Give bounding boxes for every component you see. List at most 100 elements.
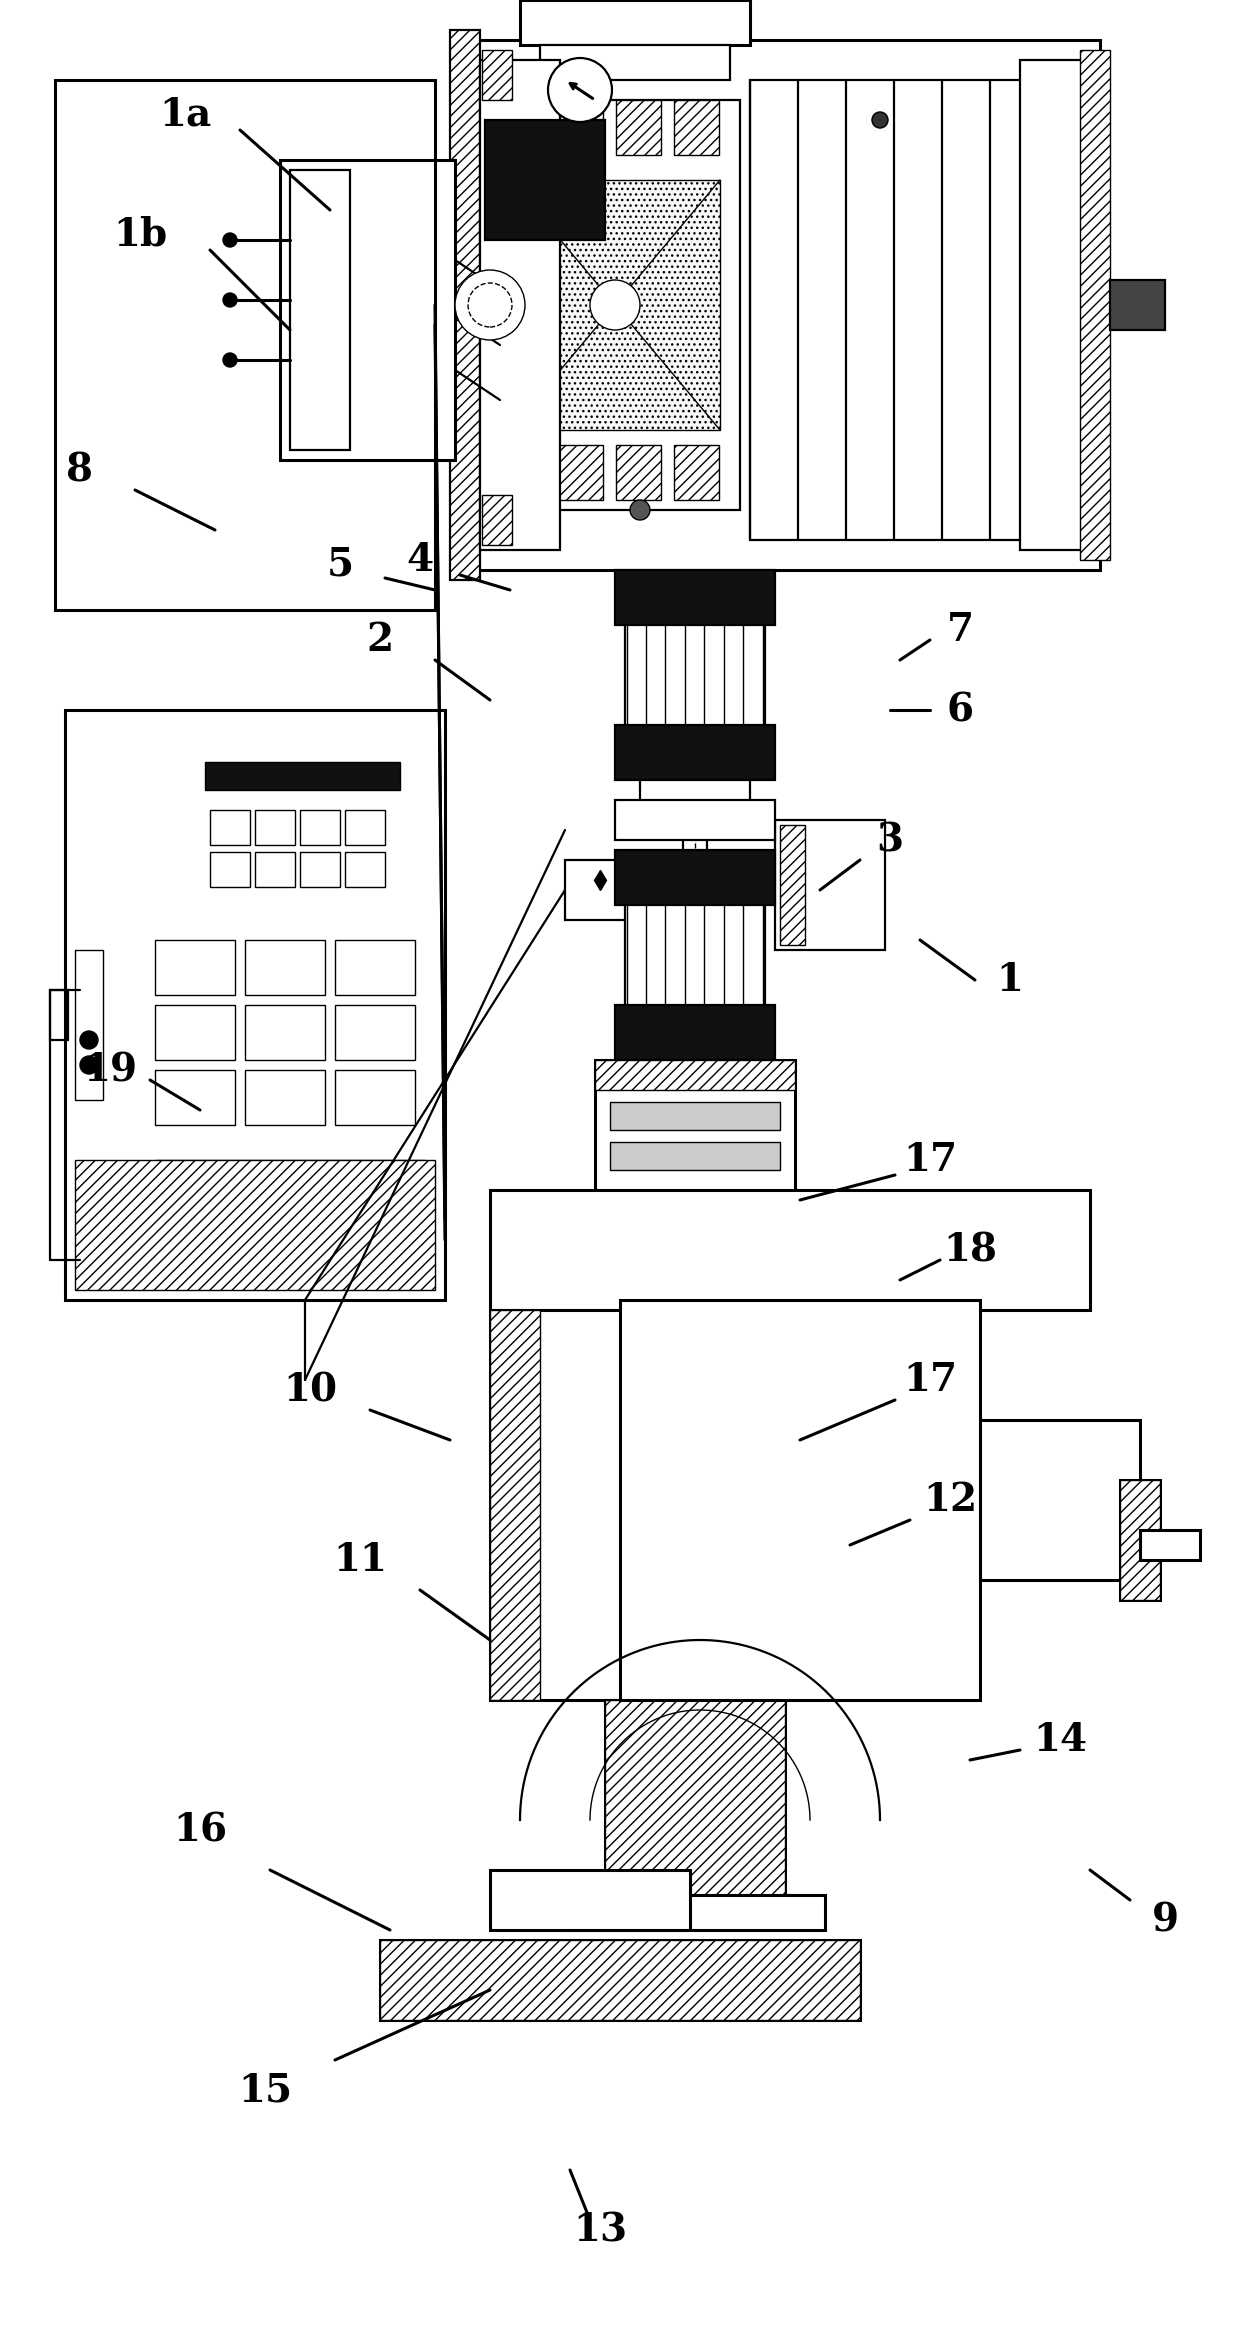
- Bar: [335, 1004, 415, 1060]
- Bar: [205, 762, 401, 790]
- Text: 6: 6: [946, 691, 973, 729]
- Bar: [490, 101, 740, 510]
- Text: 14: 14: [1033, 1721, 1087, 1759]
- Bar: [520, 0, 750, 45]
- Text: 17: 17: [903, 1361, 957, 1399]
- Bar: [482, 496, 512, 545]
- Circle shape: [872, 113, 888, 127]
- Bar: [490, 1310, 689, 1700]
- Bar: [539, 45, 730, 80]
- Circle shape: [223, 233, 237, 247]
- Bar: [482, 49, 512, 101]
- Circle shape: [630, 501, 650, 520]
- Text: 1b: 1b: [113, 216, 167, 254]
- Bar: [565, 1895, 825, 1930]
- Bar: [595, 1060, 795, 1220]
- Bar: [675, 444, 719, 501]
- Bar: [246, 1004, 325, 1060]
- Bar: [155, 1004, 236, 1060]
- Bar: [980, 1420, 1140, 1580]
- Bar: [210, 851, 250, 886]
- Circle shape: [81, 1056, 98, 1074]
- Circle shape: [81, 1032, 98, 1049]
- Text: 5: 5: [326, 545, 353, 583]
- Bar: [605, 1700, 785, 1900]
- Text: 9: 9: [1152, 1902, 1178, 1940]
- Bar: [615, 569, 775, 625]
- Bar: [1120, 1481, 1159, 1601]
- Bar: [155, 940, 236, 994]
- Bar: [780, 825, 805, 945]
- Bar: [280, 160, 455, 461]
- Bar: [625, 625, 765, 724]
- Bar: [255, 851, 295, 886]
- Bar: [210, 811, 250, 844]
- Bar: [640, 1220, 750, 1300]
- Bar: [1120, 1481, 1159, 1601]
- Text: 12: 12: [923, 1481, 977, 1519]
- Bar: [155, 1070, 236, 1126]
- Text: 2: 2: [367, 621, 393, 658]
- Bar: [64, 710, 445, 1300]
- Bar: [55, 80, 435, 609]
- Bar: [558, 444, 603, 501]
- Bar: [490, 1310, 539, 1700]
- Bar: [300, 811, 340, 844]
- Bar: [675, 101, 719, 155]
- Text: 16: 16: [172, 1810, 227, 1848]
- Circle shape: [223, 353, 237, 367]
- Text: 7: 7: [946, 611, 973, 649]
- Bar: [625, 905, 765, 1004]
- Text: 15: 15: [238, 2071, 293, 2109]
- Bar: [290, 169, 350, 449]
- Bar: [750, 80, 1040, 541]
- Bar: [1110, 280, 1166, 329]
- Bar: [500, 101, 546, 155]
- Bar: [615, 799, 775, 839]
- Text: 3: 3: [877, 820, 904, 858]
- Circle shape: [455, 270, 525, 341]
- Bar: [74, 1159, 435, 1291]
- Bar: [50, 990, 68, 1039]
- Bar: [74, 950, 103, 1100]
- Text: 19: 19: [83, 1051, 138, 1089]
- Bar: [616, 444, 661, 501]
- Bar: [640, 781, 750, 816]
- Bar: [255, 811, 295, 844]
- Circle shape: [590, 280, 640, 329]
- Bar: [155, 1159, 425, 1220]
- Bar: [246, 1070, 325, 1126]
- Bar: [490, 1869, 689, 1930]
- Bar: [345, 811, 384, 844]
- Bar: [605, 1700, 785, 1900]
- Bar: [1080, 49, 1110, 560]
- Bar: [379, 1940, 861, 2020]
- Text: 17: 17: [903, 1140, 957, 1178]
- Bar: [610, 1143, 780, 1171]
- Bar: [379, 1940, 861, 2020]
- Bar: [450, 31, 480, 581]
- Bar: [620, 1300, 980, 1700]
- Text: 13: 13: [573, 2210, 627, 2250]
- Bar: [610, 1103, 780, 1131]
- Bar: [460, 40, 1100, 569]
- Bar: [616, 101, 661, 155]
- Bar: [775, 820, 885, 950]
- Text: 18: 18: [942, 1232, 997, 1270]
- Circle shape: [223, 294, 237, 308]
- Bar: [485, 120, 605, 240]
- Bar: [615, 724, 775, 781]
- Bar: [595, 1060, 795, 1091]
- Text: 1a: 1a: [159, 96, 211, 134]
- Bar: [300, 851, 340, 886]
- Bar: [490, 1190, 1090, 1310]
- Bar: [640, 1220, 750, 1300]
- Bar: [1140, 1531, 1200, 1561]
- Bar: [640, 1060, 750, 1096]
- Bar: [345, 851, 384, 886]
- Bar: [335, 1070, 415, 1126]
- Bar: [246, 940, 325, 994]
- Text: 8: 8: [67, 451, 93, 489]
- Bar: [565, 860, 645, 919]
- Bar: [510, 181, 720, 430]
